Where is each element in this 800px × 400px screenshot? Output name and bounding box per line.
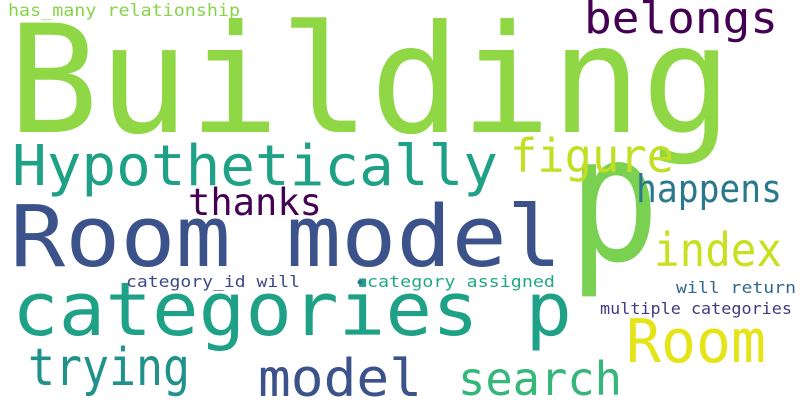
word-figure: figure <box>510 129 674 183</box>
word-hypothetically: Hypothetically <box>12 134 498 199</box>
word-happens: happens <box>636 167 782 211</box>
word-building: Building <box>8 0 732 168</box>
word-trying: trying <box>28 338 190 398</box>
word-belongs: belongs <box>584 0 778 44</box>
word-category-id-will: category_id will <box>126 272 300 291</box>
word-has-many-relationship: has_many relationship <box>8 1 240 21</box>
word-bullet: • <box>355 273 365 292</box>
word-categories-p: categories p <box>12 267 572 353</box>
word-search: search <box>458 352 622 400</box>
word-multiple-categories: multiple categories <box>600 299 792 318</box>
word-will-return: will return <box>676 278 796 297</box>
word-model: model <box>258 349 422 400</box>
word-p-large: p <box>568 99 660 302</box>
word-thanks: thanks <box>188 181 322 224</box>
word-category-assigned: category assigned <box>367 272 555 291</box>
word-index: index <box>654 223 782 277</box>
word-room: Room <box>626 307 766 377</box>
word-room-model: Room model <box>10 188 562 287</box>
